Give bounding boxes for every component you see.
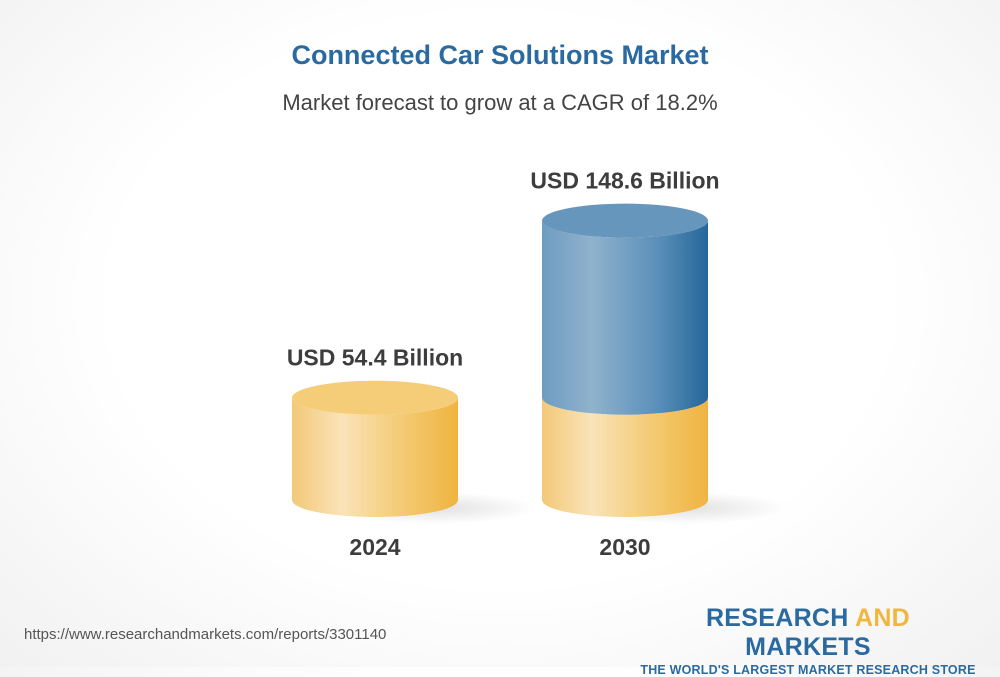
data-label: USD 148.6 Billion xyxy=(530,168,719,194)
source-url[interactable]: https://www.researchandmarkets.com/repor… xyxy=(24,626,387,643)
cylinder-base-segment xyxy=(292,397,458,517)
category-label: 2024 xyxy=(349,534,400,560)
chart-title: Connected Car Solutions Market xyxy=(291,40,709,70)
research-and-markets-logo: RESEARCH AND MARKETS THE WORLD'S LARGEST… xyxy=(640,604,976,677)
cylinder-top xyxy=(292,380,458,415)
chart-subtitle: Market forecast to grow at a CAGR of 18.… xyxy=(282,90,718,115)
cylinder-top xyxy=(542,203,708,238)
category-label: 2030 xyxy=(599,534,650,560)
data-label: USD 54.4 Billion xyxy=(287,345,463,371)
cylinder-base-segment xyxy=(542,397,708,517)
cylinder-growth-segment xyxy=(542,220,708,415)
